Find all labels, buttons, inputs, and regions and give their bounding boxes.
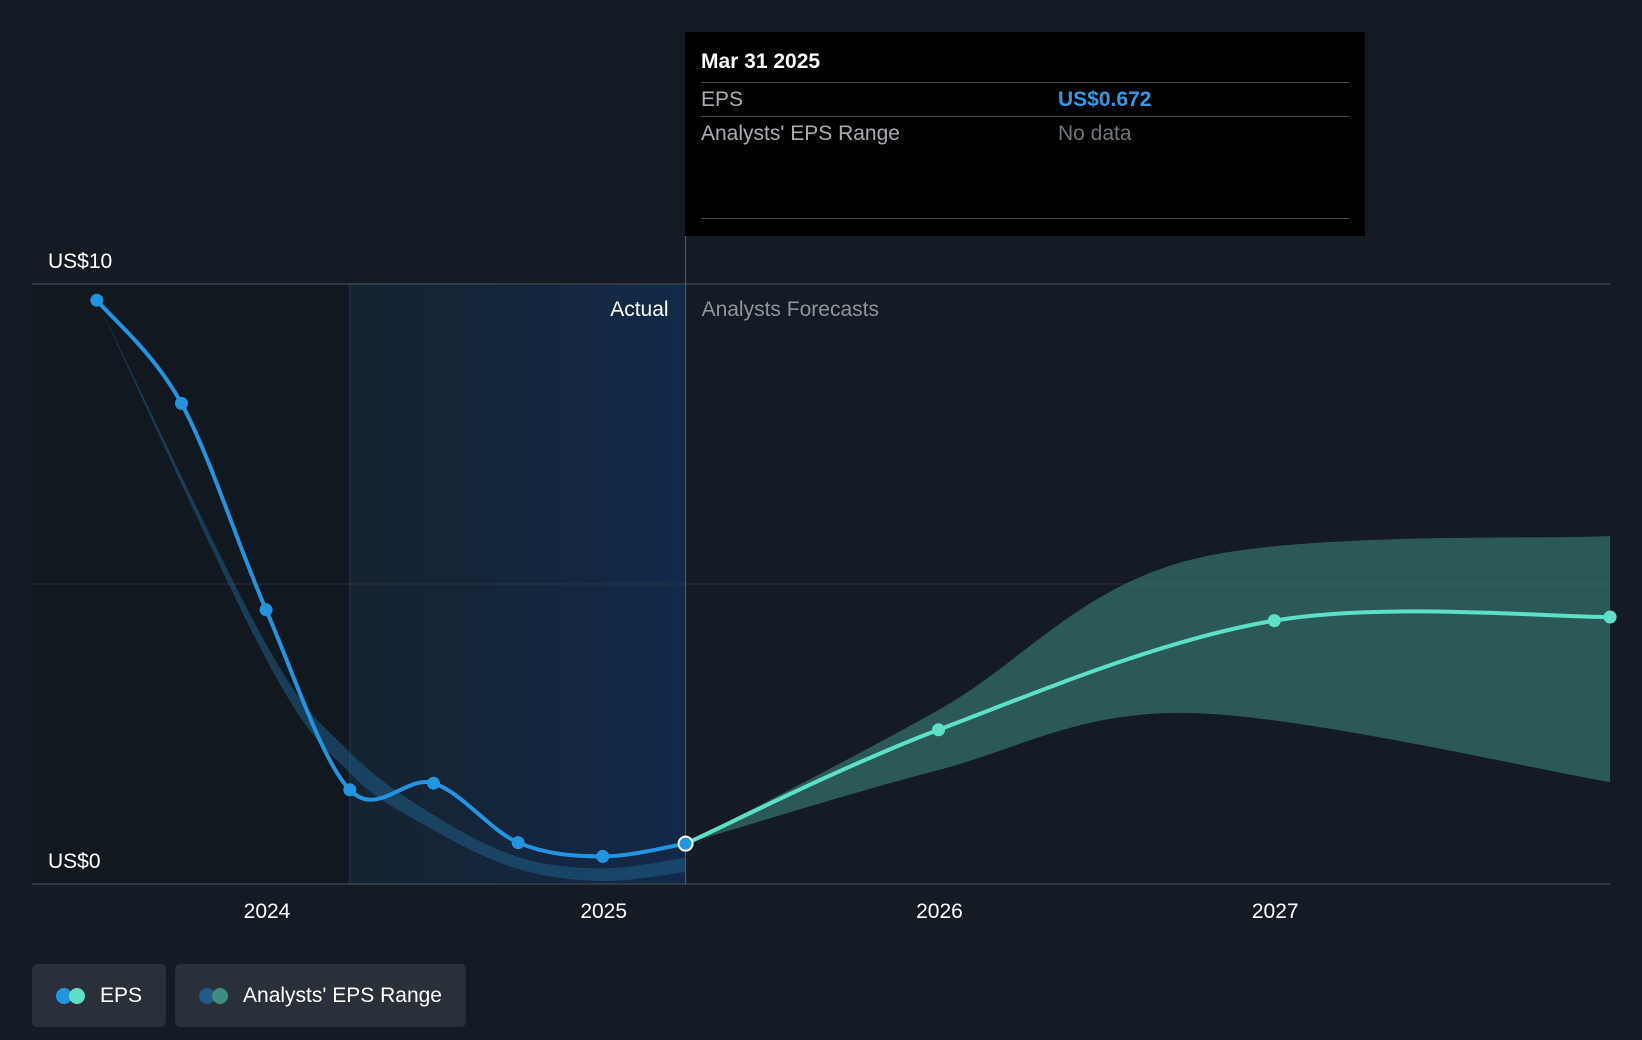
- eps-actual-point: [596, 849, 610, 863]
- hover-tooltip: Mar 31 2025 EPS US$0.672 Analysts' EPS R…: [685, 32, 1365, 236]
- eps-actual-point: [90, 293, 104, 307]
- eps-forecast-line: [683, 609, 1613, 846]
- y-axis-label-bottom: US$0: [48, 850, 101, 873]
- eps-actual-point: [174, 396, 188, 410]
- swatch-dot-range-forecast: [212, 987, 229, 1004]
- eps-forecast-point: [1267, 614, 1281, 628]
- eps-actual-point: [511, 836, 525, 850]
- swatch-dot-range-actual: [199, 987, 216, 1004]
- eps-actual-point: [343, 783, 357, 797]
- legend-item-range[interactable]: Analysts' EPS Range: [175, 964, 466, 1027]
- tooltip-eps-value: US$0.672: [1058, 88, 1152, 111]
- y-axis-label-top: US$10: [48, 250, 112, 273]
- tooltip-eps-label: EPS: [701, 88, 744, 111]
- tooltip-range-value: No data: [1058, 122, 1132, 145]
- x-tick-label: 2025: [580, 900, 627, 923]
- range-swatch-icon: [199, 987, 229, 1004]
- swatch-dot-forecast: [69, 987, 85, 1004]
- tooltip-range-label: Analysts' EPS Range: [701, 122, 900, 145]
- region-label-forecast: Analysts Forecasts: [702, 298, 879, 321]
- tooltip-eps-row: EPS US$0.672: [701, 83, 1349, 117]
- x-tick-label: 2026: [916, 900, 963, 923]
- eps-forecast-point: [1603, 610, 1617, 624]
- chart-legend: EPS Analysts' EPS Range: [32, 964, 466, 1027]
- tooltip-range-row: Analysts' EPS Range No data: [701, 117, 1349, 150]
- swatch-dot-actual: [56, 987, 72, 1004]
- forecast-range-band: [685, 536, 1611, 844]
- legend-label-range: Analysts' EPS Range: [243, 983, 442, 1007]
- region-label-actual: Actual: [610, 298, 668, 321]
- legend-item-eps[interactable]: EPS: [32, 964, 167, 1027]
- legend-label-eps: EPS: [100, 983, 143, 1007]
- eps-forecast-point: [932, 723, 946, 737]
- tooltip-date: Mar 31 2025: [701, 32, 1349, 83]
- eps-actual-point: [427, 776, 441, 790]
- tooltip-divider: [701, 218, 1349, 219]
- x-tick-label: 2024: [244, 900, 291, 923]
- x-tick-label: 2027: [1252, 900, 1299, 923]
- eps-actual-point: [259, 603, 273, 617]
- eps-swatch-icon: [56, 987, 86, 1004]
- eps-point-selected: [677, 835, 694, 852]
